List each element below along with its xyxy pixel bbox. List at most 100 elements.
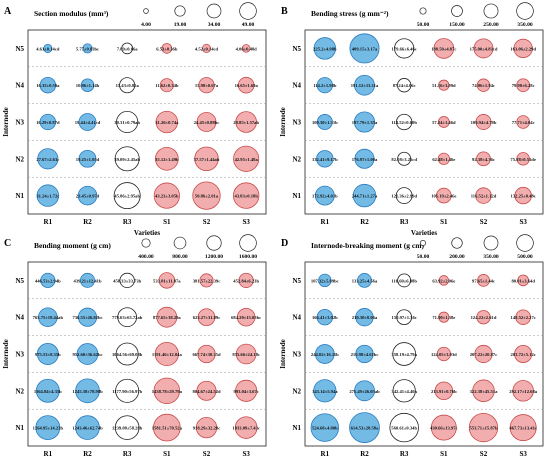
data-bubble [316,150,334,168]
x-axis-label: Varieties [134,229,160,237]
data-label: 210.98±4.61bc [351,352,379,357]
data-label: 1164.84±4.35b [34,389,62,394]
data-bubble [397,273,412,288]
x-tick-label: R3 [400,218,409,226]
y-tick-label: N1 [292,424,301,432]
data-bubble [199,273,214,288]
data-label: 43.83±0.18b [234,194,258,199]
legend-circle [451,237,463,249]
data-label: 203.72±5.12c [511,352,536,357]
data-label: 79.90±6.28c [512,83,535,88]
x-tick-label: S3 [519,218,527,226]
legend-label: 250.00 [483,22,499,28]
data-label: 163.06±2.29d [510,46,536,51]
data-bubble [474,344,493,364]
data-label: 87.24±4.06c [393,83,416,88]
data-label: 5.77±0.83bc [76,46,99,51]
legend-label: 50.00 [417,254,430,260]
y-axis-label: Internode [2,107,10,137]
data-bubble [476,78,491,92]
legend-label: 400.00 [138,254,154,260]
data-bubble [438,311,450,323]
data-label: 210.30±8.06a [352,315,378,320]
data-bubble [473,38,494,59]
data-bubble [316,77,333,94]
y-tick-label: N3 [15,119,24,127]
y-axis-label: Internode [279,339,287,369]
data-bubble [198,77,215,94]
data-label: 244.02±16.11b [311,352,339,357]
x-tick-label: R1 [44,450,53,458]
data-bubble [156,306,178,328]
data-bubble [159,78,174,93]
legend-label: 800.00 [172,254,188,260]
data-bubble [477,274,490,287]
y-tick-label: N4 [292,82,301,90]
data-bubble [475,114,492,130]
data-label: 1245.38±78.98b [72,389,103,394]
data-bubble [121,42,133,55]
x-tick-label: S1 [440,450,448,458]
x-tick-label: S1 [440,218,448,226]
data-label: 10.86±1.14b [76,83,100,88]
legend-label: 350.00 [517,22,533,28]
data-label: 736.55±26.02bc [72,315,102,320]
size-legend: 50.00 200.00 350.00 500.00 [417,234,534,260]
data-bubble [236,307,256,327]
data-bubble [397,78,412,93]
panel-A: A Section modulus (mm³) 4.00 19.00 34.00 49.0… [2,2,267,237]
data-bubble [75,415,100,440]
data-label: 16.65±1.69a [235,83,259,88]
data-label: 28.85±1.57ab [233,120,259,125]
data-label: 116.60±6.88b [391,278,417,283]
plot-frame [304,261,544,447]
data-label: 19.25±1.05d [76,157,100,162]
data-label: 1191.46±12.84a [152,352,183,357]
data-label: 409.15±3.17a [352,46,378,51]
data-bubble [153,413,181,442]
data-label: 121.36±2.99d [391,194,417,199]
data-bubble [235,111,257,133]
data-label: 458.33±33.73b [113,278,141,283]
data-label: 148.52±2.27c [511,315,536,320]
data-label: 684.20±15.05bc [231,315,261,320]
data-label: 358.19±4.79a [391,352,417,357]
data-bubble [318,273,332,288]
data-label: 952.60±36.62bc [72,352,102,357]
y-tick-label: N3 [292,351,301,359]
data-label: 188.50±4.87c [431,46,456,51]
legend-circle [174,5,186,17]
data-label: 116.52±1.12d [471,194,497,199]
legend-circle [239,2,257,20]
data-bubble [354,74,375,96]
panel-D: D Internode-breaking moment (g cm) 50.00 20… [279,234,544,465]
data-bubble [153,182,180,209]
data-label: 614.53±28.58a [351,426,379,431]
data-bubble [430,414,457,441]
data-label: 524.68±4.80b [312,426,338,431]
data-bubble [158,272,176,289]
data-bubble [241,44,251,53]
legend-label: 1600.00 [239,254,257,260]
data-label: 176.97±1.00a [352,157,378,162]
data-bubble [349,412,380,443]
legend-label: 500.00 [517,254,533,260]
data-bubble [117,307,137,328]
legend-circle [483,3,499,19]
data-bubble [35,415,61,441]
data-bubble [38,307,58,327]
data-bubble [235,379,258,402]
panel-B: B Bending stress (g mm⁻²) 50.00 150.00 250.0… [279,2,544,237]
data-label: 439.21±12.41b [73,278,101,283]
y-tick-label: N1 [15,424,24,432]
data-bubble [433,38,455,59]
data-label: 779.63±63.72ab [112,315,143,320]
data-bubble [39,113,57,131]
data-label: 75.88±0.51de [510,157,536,162]
data-bubble [196,112,217,132]
panel-title: Section modulus (mm³) [34,9,109,18]
data-label: 105.19±2.46e [431,194,456,199]
data-bubble [316,114,333,130]
data-label: 4.61±0.14cd [36,46,60,51]
data-label: 15.98±0.67a [195,83,219,88]
